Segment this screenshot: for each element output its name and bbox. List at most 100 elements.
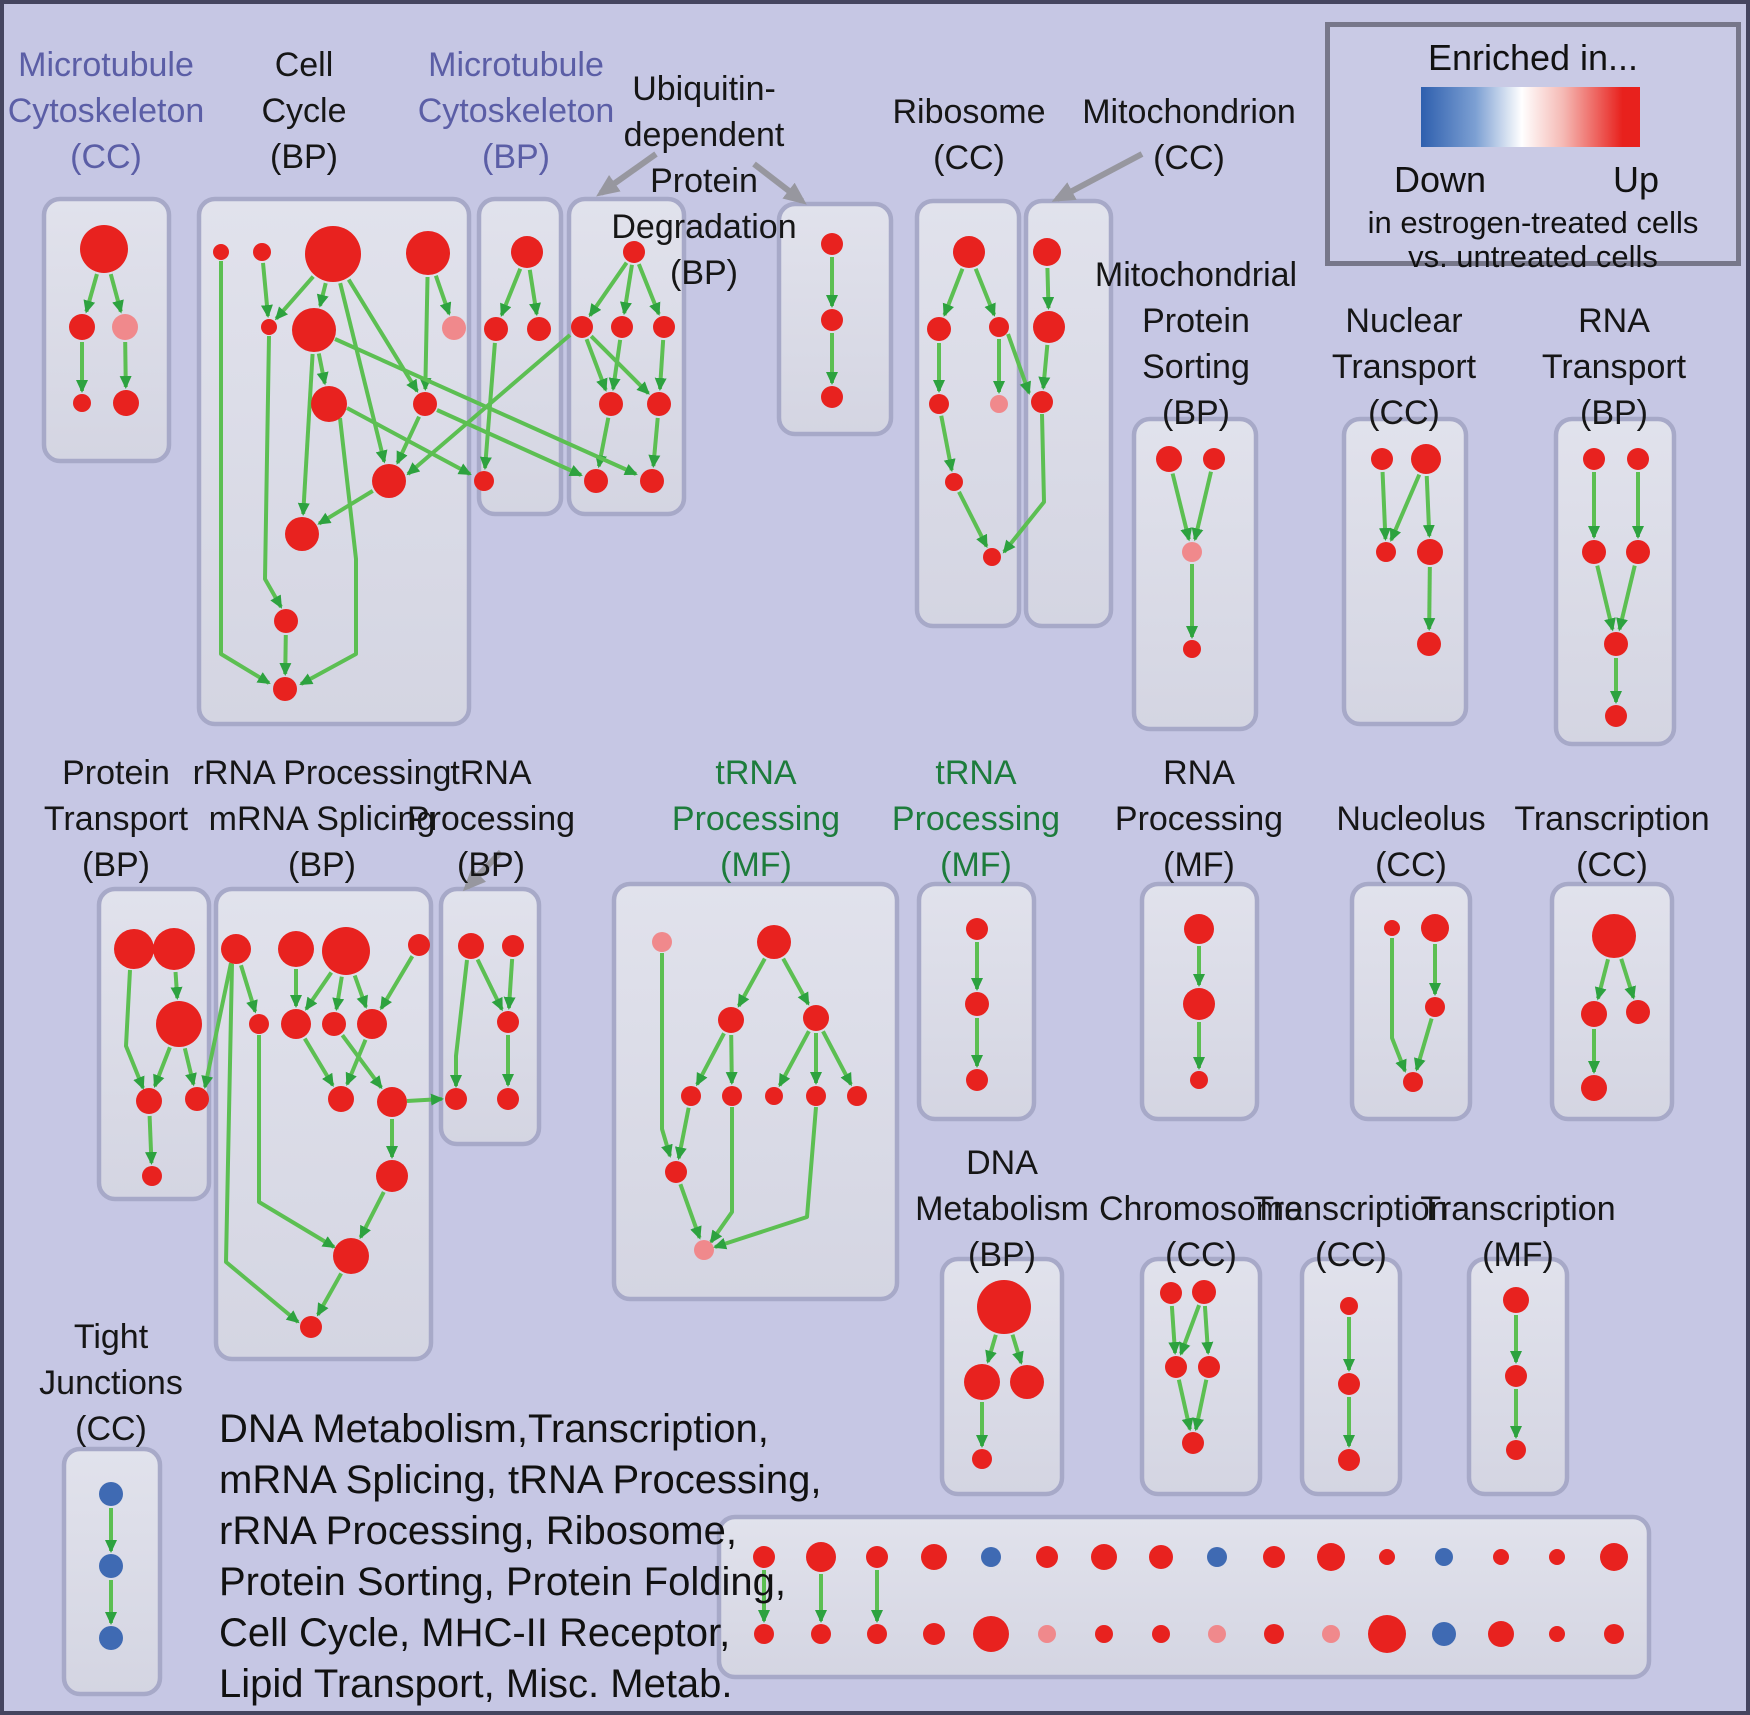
cell-cycle-bp-edge bbox=[433, 275, 452, 316]
microtubule-cytoskeleton-cc-node bbox=[112, 314, 138, 340]
misc-terms-node bbox=[1038, 1625, 1056, 1643]
misc-terms-node bbox=[1152, 1625, 1170, 1643]
ubiquitin-degradation-bp-node bbox=[623, 241, 645, 263]
mitochondrion-cc-node bbox=[1031, 391, 1053, 413]
cell-cycle-bp-node bbox=[253, 243, 271, 261]
rrna-processing-mrna-splicing-bp-node bbox=[377, 1087, 407, 1117]
nucleolus-cc-node bbox=[1425, 997, 1445, 1017]
label-annotation-arrow bbox=[596, 151, 658, 197]
legend: Enriched in... Down Up in estrogen-treat… bbox=[1325, 22, 1741, 274]
nuclear-transport-cc-node bbox=[1411, 444, 1441, 474]
nuclear-transport-cc-node bbox=[1417, 539, 1443, 565]
legend-title: Enriched in... bbox=[1427, 37, 1639, 78]
tight-junctions-cc-node bbox=[99, 1626, 123, 1650]
ubiquitin-degradation-bp-edge bbox=[648, 417, 661, 469]
rna-transport-bp-box bbox=[1553, 416, 1677, 747]
microtubule-cytoskeleton-bp-edge bbox=[499, 267, 523, 317]
legend-down-label: Down bbox=[1393, 159, 1487, 200]
label-annotation-arrow bbox=[752, 161, 807, 205]
label-annotation-arrow bbox=[1051, 151, 1144, 202]
misc-terms-node bbox=[1207, 1547, 1227, 1567]
rrna-processing-mrna-splicing-bp-edge bbox=[379, 955, 415, 1011]
microtubule-cytoskeleton-bp-node bbox=[527, 317, 551, 341]
misc-terms-node bbox=[1091, 1544, 1117, 1570]
trna-processing-mf-small-node bbox=[966, 918, 988, 940]
microtubule-cytoskeleton-cc-box bbox=[41, 196, 172, 464]
trna-processing-mf-large-edge bbox=[725, 1034, 738, 1086]
rrna-processing-mrna-splicing-bp-edge bbox=[224, 963, 300, 1324]
ribosome-cc-node bbox=[927, 317, 951, 341]
mitochondrial-protein-sorting-bp-edge bbox=[1170, 473, 1193, 542]
cell-cycle-bp-node bbox=[285, 517, 319, 551]
mitochondrial-protein-sorting-bp-edge bbox=[1191, 471, 1213, 542]
ubiquitin-degradation-bp-edge bbox=[584, 338, 608, 392]
trna-processing-bp-node bbox=[458, 933, 484, 959]
microtubule-cytoskeleton-cc-node bbox=[69, 314, 95, 340]
misc-terms-box bbox=[716, 1514, 1652, 1680]
rrna-processing-mrna-splicing-bp-edge bbox=[352, 974, 368, 1009]
trna-processing-mf-large-edge bbox=[736, 957, 767, 1008]
trna-processing-bp-node bbox=[497, 1088, 519, 1110]
dna-metabolism-bp-node bbox=[964, 1364, 1000, 1400]
misc-terms-node bbox=[1432, 1622, 1456, 1646]
rna-transport-bp-node bbox=[1582, 540, 1606, 564]
ubiquitin-degradation-bp-node bbox=[647, 392, 671, 416]
misc-terms-node bbox=[1095, 1625, 1113, 1643]
misc-terms-node bbox=[1264, 1624, 1284, 1644]
misc-terms-node bbox=[1149, 1545, 1173, 1569]
misc-terms-node bbox=[923, 1623, 945, 1645]
cell-cycle-bp-edge bbox=[219, 261, 271, 685]
trna-processing-mf-large-edge bbox=[709, 1107, 734, 1244]
misc-terms-node bbox=[866, 1546, 888, 1568]
trna-processing-mf-large-edge bbox=[713, 1106, 818, 1250]
microtubule-cytoskeleton-cc-node bbox=[113, 390, 139, 416]
misc-terms-text-block: DNA Metabolism,Transcription, mRNA Splici… bbox=[219, 1404, 821, 1710]
trna-processing-bp-edge bbox=[450, 959, 469, 1088]
trna-processing-bp-node bbox=[497, 1011, 519, 1033]
mitochondrion-cc-box bbox=[1023, 198, 1114, 629]
nucleolus-cc-node bbox=[1384, 920, 1400, 936]
cross-cluster-edge bbox=[201, 962, 233, 1089]
transcription-cc-upper-edge bbox=[1594, 958, 1610, 1001]
chromosome-cc-node bbox=[1165, 1356, 1187, 1378]
misc-terms-node bbox=[867, 1624, 887, 1644]
trna-processing-mf-large-edge bbox=[695, 1032, 726, 1087]
rna-transport-bp-node bbox=[1583, 448, 1605, 470]
protein-transport-bp-node bbox=[185, 1087, 209, 1111]
misc-terms-node bbox=[1488, 1621, 1514, 1647]
nucleolus-cc-edge bbox=[1413, 1017, 1434, 1072]
rrna-processing-mrna-splicing-bp-edge bbox=[304, 971, 333, 1011]
rna-transport-bp-edge bbox=[1595, 565, 1616, 632]
cell-cycle-bp-node bbox=[273, 677, 297, 701]
protein-transport-bp-edge bbox=[145, 1115, 158, 1166]
cell-cycle-bp-edge bbox=[338, 282, 388, 464]
misc-terms-node bbox=[1604, 1624, 1624, 1644]
protein-transport-bp-node bbox=[153, 928, 195, 970]
misc-terms-node bbox=[1549, 1626, 1565, 1642]
mitochondrial-protein-sorting-bp-node bbox=[1203, 448, 1225, 470]
rrna-processing-mrna-splicing-bp-node bbox=[278, 931, 314, 967]
ubiquitin-degradation-bp-node bbox=[571, 316, 593, 338]
dna-metabolism-bp-node bbox=[972, 1449, 992, 1469]
rrna-processing-mrna-splicing-bp-edge bbox=[358, 1191, 386, 1240]
trna-processing-mf-large-edge bbox=[678, 1183, 702, 1240]
legend-subtitle-1: in estrogen-treated cells bbox=[1367, 205, 1699, 240]
chromosome-cc-edge bbox=[1192, 1379, 1209, 1432]
trna-processing-mf-small-node bbox=[966, 1069, 988, 1091]
misc-terms-node bbox=[981, 1547, 1001, 1567]
dna-metabolism-bp-box bbox=[939, 1256, 1065, 1497]
trna-processing-mf-large-node bbox=[757, 925, 791, 959]
microtubule-cytoskeleton-bp-box bbox=[476, 196, 564, 517]
network-canvas bbox=[41, 151, 1677, 1697]
ubiquitin-degradation-bp-edge bbox=[608, 339, 623, 392]
protein-transport-bp-box bbox=[96, 886, 212, 1202]
cell-cycle-bp-edge bbox=[260, 262, 273, 319]
rrna-processing-mrna-splicing-bp-edge bbox=[257, 1035, 336, 1249]
text-block-line: rRNA Processing, Ribosome, bbox=[219, 1509, 737, 1553]
mitochondrial-protein-sorting-bp-node bbox=[1183, 640, 1201, 658]
rrna-processing-mrna-splicing-bp-node bbox=[249, 1014, 269, 1034]
ubiquitin-chain-node bbox=[821, 309, 843, 331]
misc-terms-node bbox=[811, 1624, 831, 1644]
ribosome-cc-node bbox=[990, 395, 1008, 413]
trna-processing-mf-large-node bbox=[694, 1240, 714, 1260]
